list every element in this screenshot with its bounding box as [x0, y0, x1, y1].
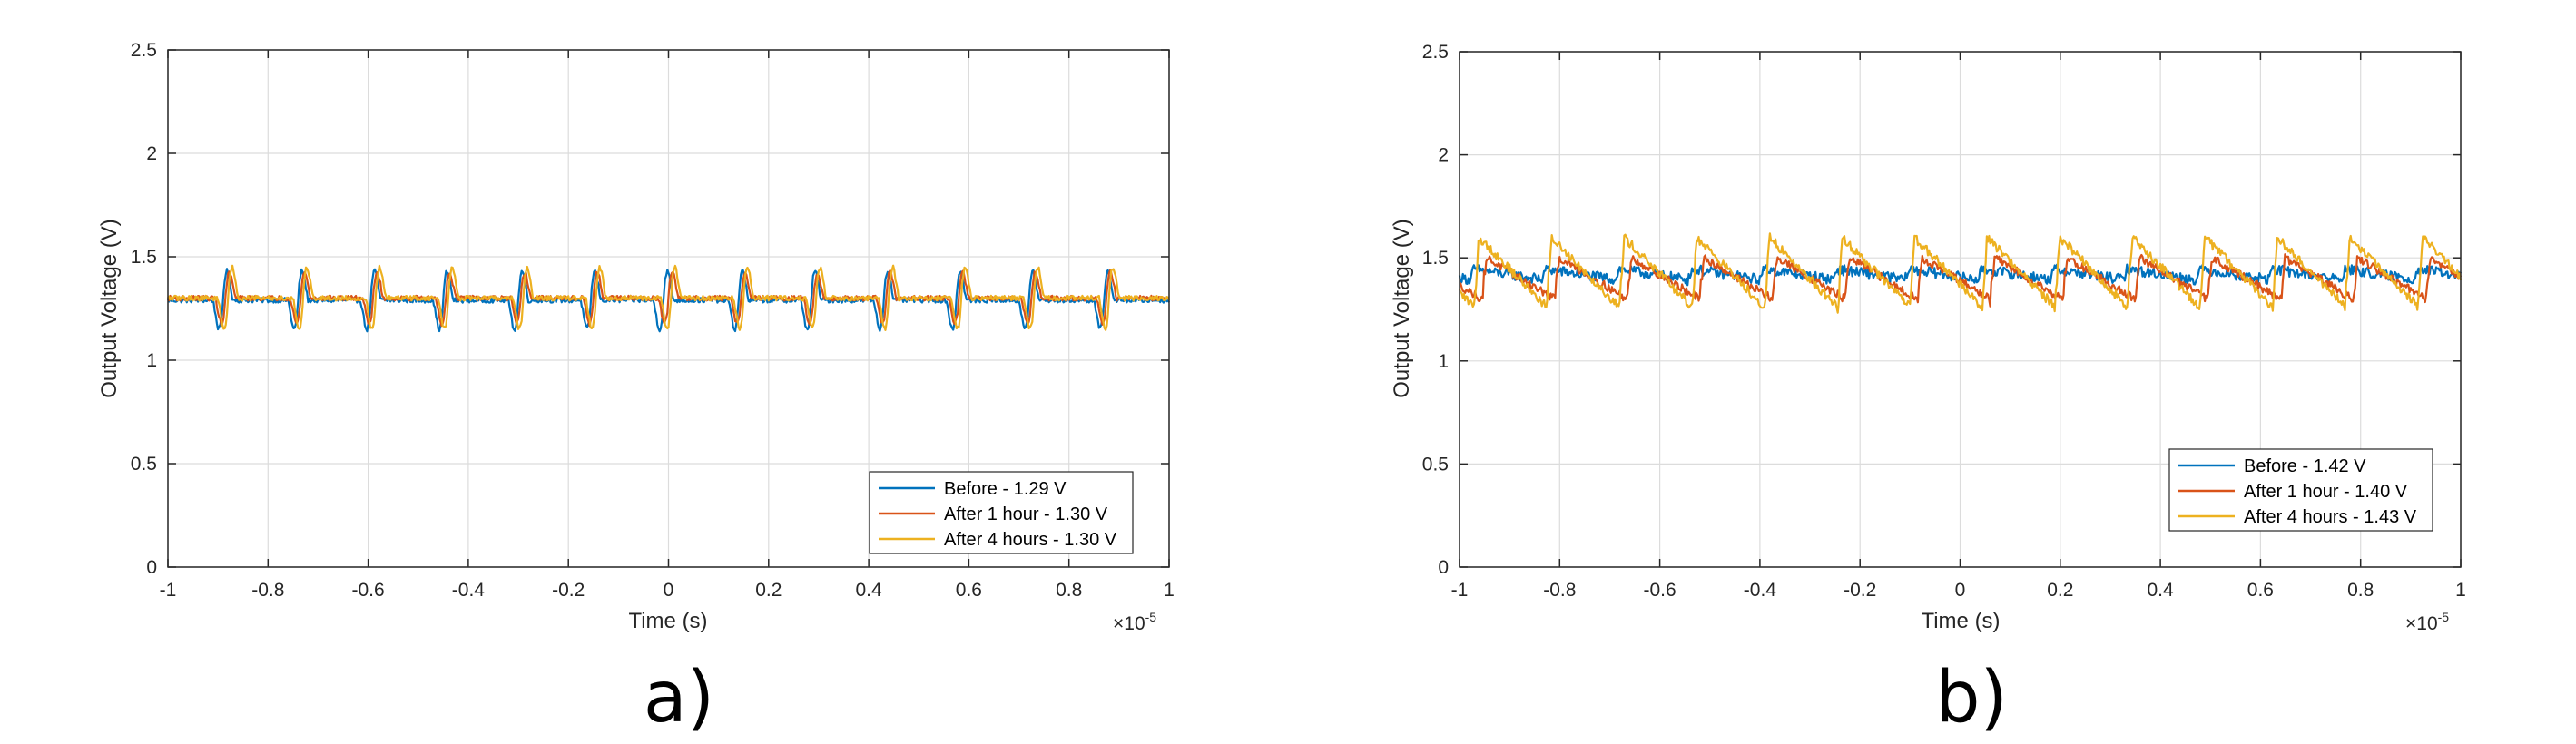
x-tick-label: 0 [1955, 580, 1966, 601]
x-tick-label: -0.8 [251, 580, 284, 601]
y-axis-label-a: Output Voltage (V) [97, 219, 122, 397]
series-line-b-1 [1459, 253, 2463, 308]
panel-label-a: a) [644, 657, 714, 739]
legend-b: Before - 1.42 V After 1 hour - 1.40 V Af… [2168, 448, 2433, 532]
series-b [1458, 232, 2463, 314]
series-line-b-0 [1458, 263, 2463, 287]
legend-entry-b-0: Before - 1.42 V [2244, 456, 2366, 476]
x-tick-label: 0.2 [2047, 580, 2073, 601]
x-tick-label: -0.4 [1744, 580, 1777, 601]
plot-frame-a [167, 49, 1170, 568]
x-tick-label: -0.4 [452, 580, 486, 601]
x-tick-label: -0.6 [1644, 580, 1676, 601]
x-tick-label: 0.4 [855, 580, 882, 601]
series-a [166, 264, 1171, 333]
x-tick-label: -0.8 [1543, 580, 1576, 601]
legend-entry-a-1: After 1 hour - 1.30 V [944, 504, 1108, 524]
legend-entry-b-2: After 4 hours - 1.43 V [2244, 507, 2417, 527]
x-tick-label: -0.2 [552, 580, 585, 601]
x-tick-label: -1 [1451, 580, 1469, 601]
x-tick-label: 1 [1164, 580, 1175, 601]
y-tick-labels-a: 0 0.5 1 1.5 2 2.5 [131, 40, 157, 578]
y-tick-label: 2 [1438, 145, 1449, 166]
y-tick-label: 2.5 [1422, 42, 1449, 63]
x-multiplier-a: ×10 [1113, 613, 1145, 634]
y-tick-label: 1 [1438, 351, 1449, 372]
legend-a: Before - 1.29 V After 1 hour - 1.30 V Af… [869, 471, 1134, 554]
y-axis-label-b: Output Voltage (V) [1390, 219, 1414, 397]
chart-panel-a: -1 -0.8 -0.6 -0.4 -0.2 0 0.2 0.4 0.6 0.8 1 0 0.5 1 1.… [97, 40, 1175, 739]
x-tick-label: 1 [2455, 580, 2466, 601]
x-tick-label: -0.6 [352, 580, 385, 601]
x-multiplier-b: ×10 [2405, 613, 2438, 634]
x-axis-label-a: Time (s) [628, 609, 707, 633]
x-tick-label: 0.2 [755, 580, 782, 601]
x-tick-label: -0.2 [1844, 580, 1876, 601]
x-tick-label: 0.6 [956, 580, 982, 601]
y-tick-labels-b: 0 0.5 1 1.5 2 2.5 [1422, 42, 1449, 578]
series-line-a-2 [167, 264, 1171, 331]
x-tick-label: -1 [160, 580, 177, 601]
x-exponent-a: ×10-5 [1113, 610, 1156, 634]
y-tick-label: 2 [146, 143, 157, 164]
x-exponent-b: ×10-5 [2405, 610, 2449, 634]
x-tick-labels-a: -1 -0.8 -0.6 -0.4 -0.2 0 0.2 0.4 0.6 0.8 1 [160, 580, 1175, 601]
x-axis-label-b: Time (s) [1921, 609, 2000, 633]
x-exponent-value-a: -5 [1145, 610, 1157, 624]
y-tick-label: 0.5 [131, 454, 157, 475]
legend-entry-a-2: After 4 hours - 1.30 V [944, 530, 1117, 550]
y-tick-label: 1.5 [131, 247, 157, 268]
legend-entry-b-1: After 1 hour - 1.40 V [2244, 482, 2408, 502]
y-tick-label: 0 [146, 557, 157, 578]
series-line-b-2 [1458, 232, 2463, 314]
y-tick-label: 0.5 [1422, 454, 1449, 475]
x-tick-label: 0 [664, 580, 674, 601]
panel-label-b: b) [1935, 657, 2008, 739]
y-tick-label: 0 [1438, 557, 1449, 578]
chart-panel-b: -1 -0.8 -0.6 -0.4 -0.2 0 0.2 0.4 0.6 0.8 1 0 0.5 1 1.… [1390, 42, 2466, 739]
x-tick-label: 0.8 [2347, 580, 2374, 601]
legend-entry-a-0: Before - 1.29 V [944, 479, 1067, 499]
plot-frame-b [1459, 51, 2462, 568]
x-exponent-value-b: -5 [2438, 610, 2450, 624]
y-tick-label: 1 [146, 350, 157, 371]
y-tick-label: 1.5 [1422, 248, 1449, 269]
x-tick-label: 0.4 [2147, 580, 2174, 601]
y-tick-label: 2.5 [131, 40, 157, 61]
x-tick-labels-b: -1 -0.8 -0.6 -0.4 -0.2 0 0.2 0.4 0.6 0.8 1 [1451, 580, 2466, 601]
x-tick-label: 0.8 [1056, 580, 1082, 601]
x-tick-label: 0.6 [2247, 580, 2274, 601]
